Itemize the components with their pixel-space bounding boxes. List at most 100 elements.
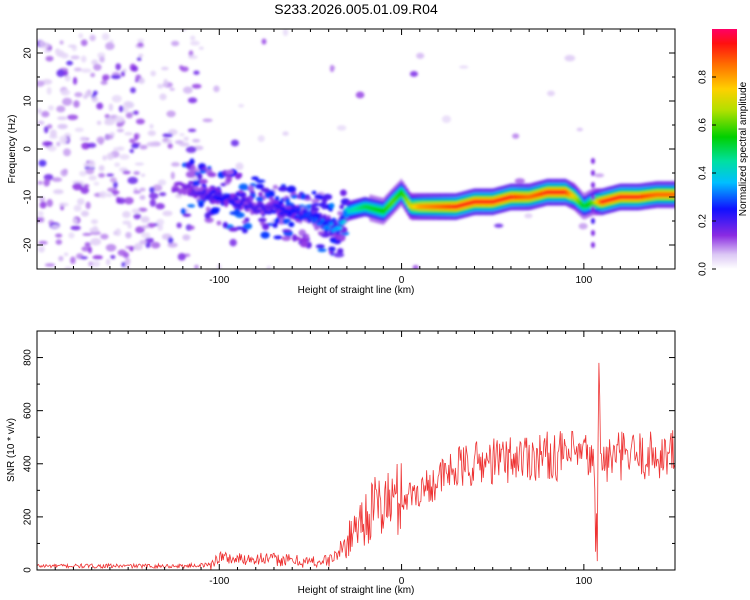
spectrogram-noise-blob [116, 196, 121, 204]
spectrogram-cluster-blob [282, 218, 289, 225]
spectrogram-noise-blob [170, 171, 175, 180]
spectrogram-noise-blob [576, 127, 583, 132]
spectrogram-ridge-blob [278, 212, 284, 216]
spectrogram-noise-blob [84, 242, 91, 247]
spectrogram-noise-blob [66, 60, 73, 66]
spectrogram-noise-blob [90, 219, 99, 225]
spectrogram-noise-blob [59, 40, 64, 45]
snr-x-tick-label: -100 [209, 576, 229, 587]
spectrogram-noise-blob [136, 57, 142, 61]
spectrogram-noise-blob [80, 186, 90, 194]
spectrogram-ridge-blob [320, 218, 325, 223]
spectrogram-noise-blob [43, 126, 49, 134]
spectrogram-cluster-blob [222, 221, 229, 229]
spectrogram-image [37, 29, 675, 269]
snr-y-axis-label: SNR (10 * v/v) [6, 418, 17, 482]
spectrogram-noise-blob [68, 232, 75, 239]
spectrogram-noise-blob [355, 91, 365, 99]
colorbar-tick-label: 0.8 [698, 70, 709, 84]
spectrogram-noise-blob [180, 29, 187, 32]
spectrogram-noise-blob [187, 97, 198, 104]
spectrogram-blobs [37, 29, 675, 269]
spectrogram-cluster-blob [260, 187, 270, 193]
spectrogram-noise-blob [190, 35, 196, 41]
snr-y-tick-label: 0 [23, 567, 34, 573]
spectrogram-cluster-blob [242, 220, 247, 224]
spectrogram-noise-blob [56, 69, 66, 77]
spectrogram-cluster-blob [267, 189, 276, 198]
spectrogram-noise-blob [123, 105, 129, 114]
spectrogram-noise-blob [116, 146, 125, 151]
snr-y-tick-label: 600 [23, 402, 34, 419]
spectrogram-noise-blob [187, 128, 197, 133]
spectrogram-vertical-feature [590, 206, 595, 212]
spectrogram-x-tick-label: -100 [209, 275, 229, 286]
snr-y-tick-label: 800 [23, 349, 34, 366]
spectrogram-y-tick-label: -10 [23, 189, 34, 204]
spectrogram-ridge-blob [226, 193, 231, 198]
spectrogram-noise-blob [110, 254, 116, 260]
spectrogram-noise-blob [155, 203, 165, 210]
spectrogram-cluster-blob [243, 222, 253, 230]
spectrogram-noise-blob [113, 230, 118, 236]
spectrogram-x-axis-label: Height of straight line (km) [298, 285, 415, 296]
spectrogram-noise-blob [88, 261, 94, 267]
spectrogram-cluster-blob [339, 189, 347, 197]
spectrogram-cluster-blob [281, 236, 292, 242]
spectrogram-cluster-blob [311, 198, 320, 204]
spectrogram-ridge-blob [329, 222, 334, 226]
spectrogram-noise-blob [111, 95, 122, 103]
spectrogram-noise-blob [192, 138, 201, 143]
spectrogram-noise-blob [72, 182, 83, 191]
spectrogram-noise-blob [238, 104, 245, 108]
spectrogram-noise-blob [139, 144, 148, 150]
spectrogram-noise-blob [58, 255, 64, 262]
colorbar-ticks: 0.0 0.2 0.4 0.6 0.8 [698, 70, 716, 276]
spectrogram-cluster-blob [249, 190, 256, 194]
spectrogram-noise-blob [178, 142, 190, 147]
spectrogram-cluster-blob [258, 217, 267, 223]
snr-panel: -100 0 100 0 200 400 600 800 Height of straight… [6, 330, 676, 596]
spectrogram-noise-blob [115, 63, 121, 71]
spectrogram-vertical-feature [590, 194, 595, 200]
spectrogram-noise-blob [118, 105, 124, 113]
spectrogram-noise-blob [85, 201, 91, 210]
spectrogram-ridge-blob [248, 202, 253, 207]
spectrogram-cluster-blob [248, 185, 254, 192]
spectrogram-noise-blob [101, 32, 110, 41]
spectrogram-ridge-blob [311, 220, 316, 224]
spectrogram-cluster-blob [207, 172, 217, 178]
spectrogram-noise-blob [131, 65, 139, 72]
spectrogram-ridge-blob [294, 215, 299, 219]
spectrogram-noise-blob [58, 202, 69, 207]
spectrogram-noise-blob [230, 139, 240, 147]
spectrogram-noise-blob [39, 40, 45, 47]
spectrogram-noise-blob [185, 146, 197, 154]
snr-axes: -100 0 100 0 200 400 600 800 [23, 330, 676, 587]
spectrogram-noise-blob [87, 160, 96, 168]
spectrogram-noise-blob [459, 65, 469, 69]
spectrogram-noise-blob [163, 78, 169, 87]
spectrogram-cluster-blob [290, 194, 298, 199]
snr-x-axis-label: Height of straight line (km) [298, 585, 415, 596]
spectrogram-cluster-blob [286, 185, 297, 193]
spectrogram-ridge-blob [239, 201, 244, 206]
spectrogram-noise-blob [512, 133, 520, 139]
spectrogram-cluster-blob [225, 169, 234, 175]
spectrogram-noise-blob [87, 246, 93, 254]
spectrogram-noise-blob [106, 152, 114, 161]
spectrogram-noise-blob [140, 216, 150, 223]
spectrogram-noise-blob [74, 127, 84, 133]
spectrogram-y-tick-label: 10 [23, 95, 34, 107]
spectrogram-noise-blob [39, 201, 47, 209]
spectrogram-noise-blob [99, 190, 108, 199]
spectrogram-noise-blob [93, 63, 102, 71]
colorbar-label: Normalized spectral amplitude [738, 81, 749, 216]
spectrogram-cluster-blob [311, 190, 317, 195]
spectrogram-noise-blob [91, 59, 99, 66]
spectrogram-noise-blob [80, 210, 89, 217]
spectrogram-cluster-blob [318, 202, 327, 208]
spectrogram-noise-blob [105, 42, 115, 51]
spectrogram-noise-blob [100, 80, 108, 85]
spectrogram-cluster-blob [189, 158, 195, 166]
